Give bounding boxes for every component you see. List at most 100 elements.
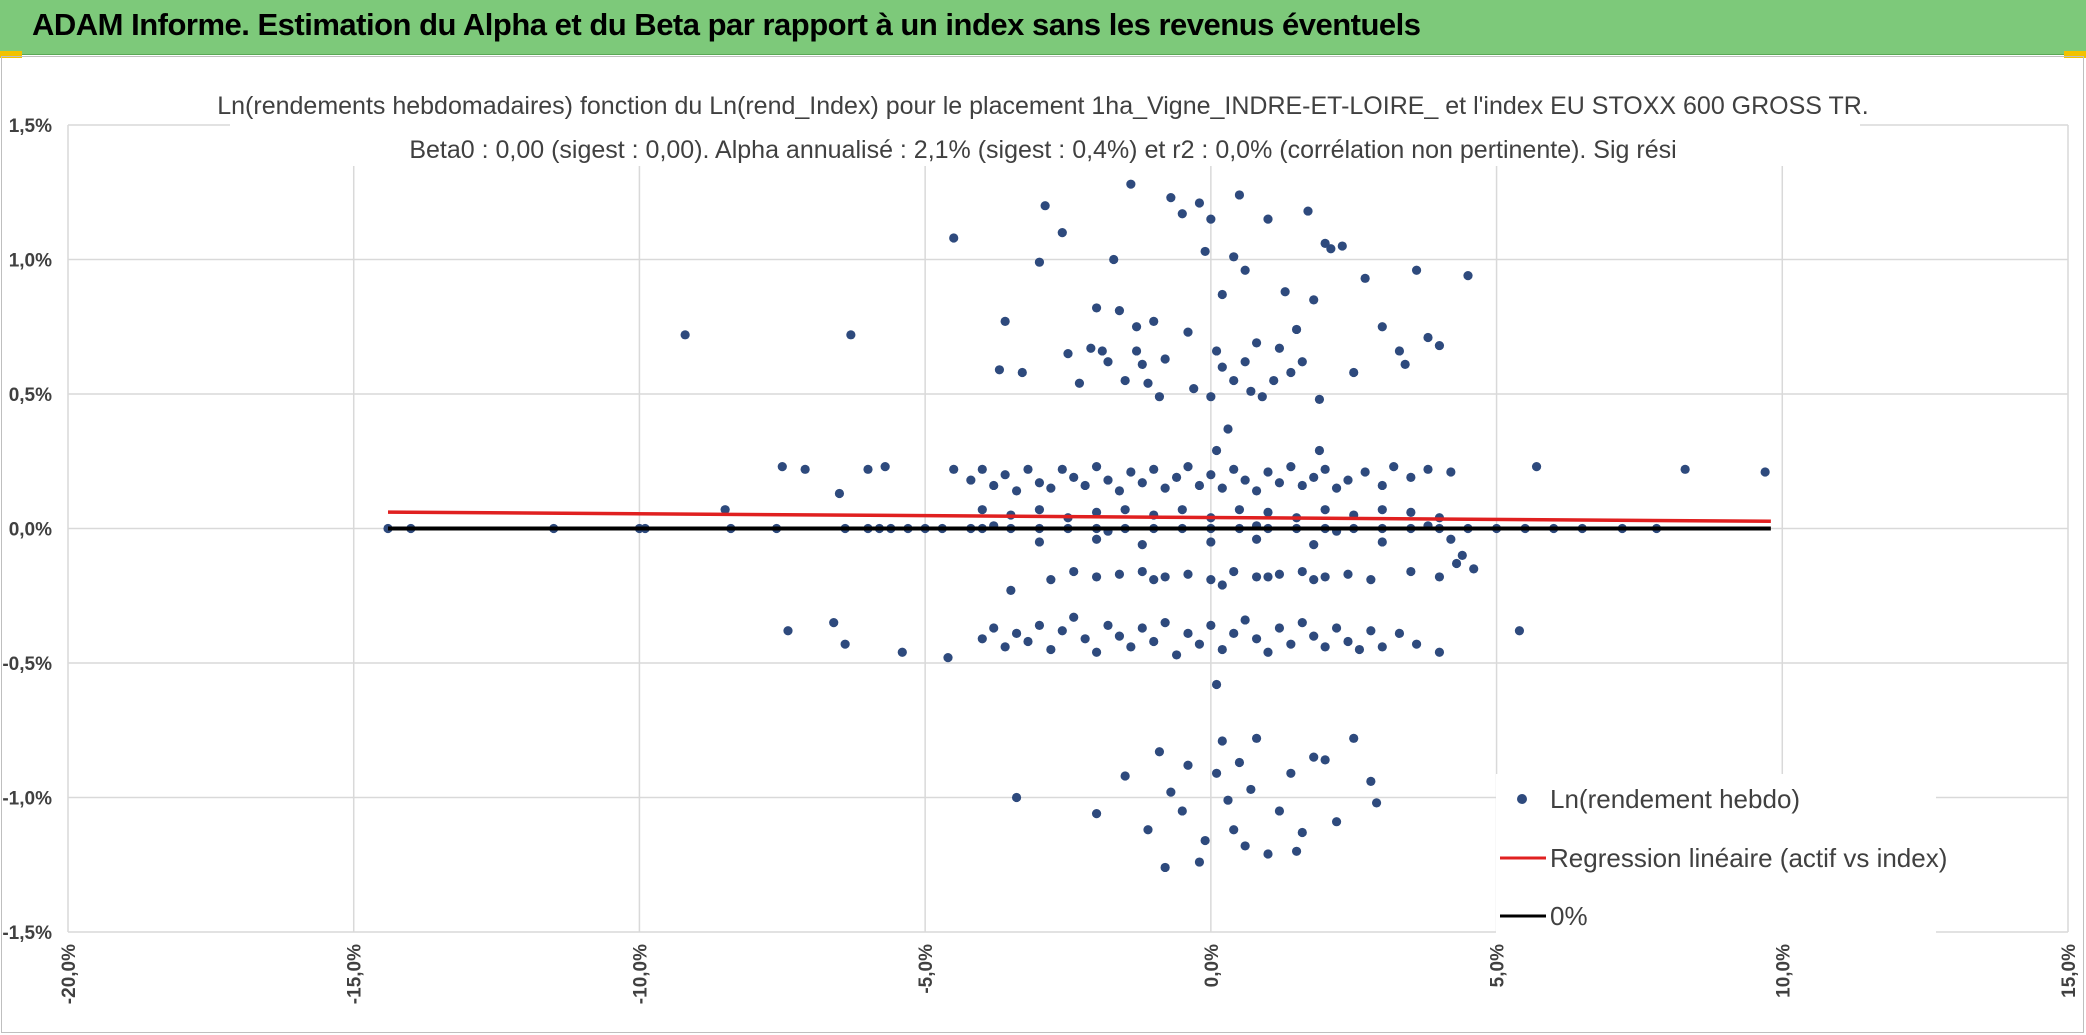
data-point xyxy=(1211,445,1222,456)
chart-frame xyxy=(1,56,2084,1033)
data-point xyxy=(1206,575,1216,585)
data-point xyxy=(1149,316,1159,326)
data-point xyxy=(1166,787,1176,797)
data-point xyxy=(840,639,850,649)
data-point xyxy=(1097,346,1107,356)
data-point xyxy=(1457,550,1467,561)
data-point xyxy=(943,653,953,663)
data-point xyxy=(1366,626,1376,636)
data-point xyxy=(897,647,907,657)
data-point xyxy=(1240,841,1250,851)
data-point xyxy=(1263,849,1273,859)
data-point xyxy=(1446,534,1456,544)
data-point xyxy=(1389,462,1399,472)
data-point xyxy=(1377,480,1387,491)
data-point xyxy=(1160,618,1170,628)
data-point xyxy=(1320,464,1330,474)
data-point xyxy=(1034,537,1045,547)
data-point xyxy=(1217,362,1227,372)
data-point xyxy=(1251,486,1262,496)
data-point xyxy=(1297,566,1307,577)
data-point xyxy=(1040,201,1050,211)
data-point xyxy=(1200,835,1210,846)
data-point xyxy=(1143,825,1153,835)
data-point xyxy=(1234,505,1245,515)
data-point xyxy=(1137,359,1147,370)
data-point xyxy=(1011,486,1022,496)
data-point xyxy=(1177,209,1187,219)
data-point xyxy=(1137,623,1147,633)
data-point xyxy=(1286,768,1296,778)
data-point xyxy=(1286,367,1296,378)
data-point xyxy=(1166,193,1176,203)
data-point xyxy=(1206,470,1216,480)
data-point xyxy=(1274,478,1285,488)
legend-label-regression: Regression linéaire (actif vs index) xyxy=(1550,843,1947,873)
data-point xyxy=(1280,287,1290,297)
corner-accent-left xyxy=(0,51,22,58)
data-point xyxy=(1046,644,1056,655)
reference-lines xyxy=(387,510,1771,531)
data-point xyxy=(1183,628,1193,639)
data-point xyxy=(1183,569,1193,579)
data-point xyxy=(1069,566,1079,577)
data-point xyxy=(1137,540,1147,550)
data-point xyxy=(1217,483,1227,493)
y-tick-label: -1,5% xyxy=(2,923,52,944)
data-point xyxy=(1314,394,1325,404)
data-point xyxy=(1086,343,1096,353)
data-point xyxy=(1217,736,1227,746)
data-point xyxy=(1023,464,1033,474)
x-tick-label: 15,0% xyxy=(2059,944,2080,998)
legend-backdrop xyxy=(1496,774,1936,934)
data-point xyxy=(1160,572,1170,582)
data-point xyxy=(1223,424,1233,434)
data-point xyxy=(1046,483,1056,493)
data-point xyxy=(1240,475,1250,485)
data-point xyxy=(1411,265,1422,275)
data-point xyxy=(1246,386,1256,396)
data-point xyxy=(1349,733,1359,743)
data-point xyxy=(1343,475,1353,485)
data-point xyxy=(1274,623,1285,633)
data-point xyxy=(1251,634,1262,644)
data-point xyxy=(1309,575,1319,585)
data-point xyxy=(1451,558,1462,569)
data-point xyxy=(1149,636,1159,647)
x-tick-label: -20,0% xyxy=(59,944,80,1004)
data-point xyxy=(1091,303,1102,313)
data-point xyxy=(1114,486,1125,496)
x-tick-label: -5,0% xyxy=(916,944,937,994)
data-point xyxy=(1217,580,1227,590)
data-points xyxy=(383,179,1770,873)
data-point xyxy=(1434,340,1445,351)
data-point xyxy=(1114,631,1125,641)
data-point xyxy=(829,618,839,628)
data-point xyxy=(1229,825,1239,835)
data-point xyxy=(1463,271,1473,281)
data-point xyxy=(1206,537,1216,547)
data-point xyxy=(1057,626,1067,636)
data-point xyxy=(1760,467,1770,477)
y-tick-label: 1,5% xyxy=(9,116,52,137)
data-point xyxy=(1160,354,1170,364)
data-point xyxy=(834,488,845,499)
data-point xyxy=(1011,792,1022,803)
data-point xyxy=(1320,642,1330,652)
data-point xyxy=(1034,505,1045,515)
data-point xyxy=(1291,324,1302,335)
report-banner: ADAM Informe. Estimation du Alpha et du … xyxy=(0,0,2086,55)
y-tick-label: 0,5% xyxy=(9,385,52,406)
data-point xyxy=(949,233,959,243)
data-point xyxy=(1274,806,1285,816)
data-point xyxy=(1114,569,1125,579)
data-point xyxy=(1183,327,1193,337)
data-point xyxy=(1286,639,1296,649)
data-point xyxy=(1063,349,1073,359)
data-point xyxy=(1183,760,1193,770)
data-point xyxy=(1286,462,1296,472)
title-backdrop xyxy=(230,86,1860,166)
data-point xyxy=(1091,572,1102,582)
data-point xyxy=(1331,483,1342,493)
